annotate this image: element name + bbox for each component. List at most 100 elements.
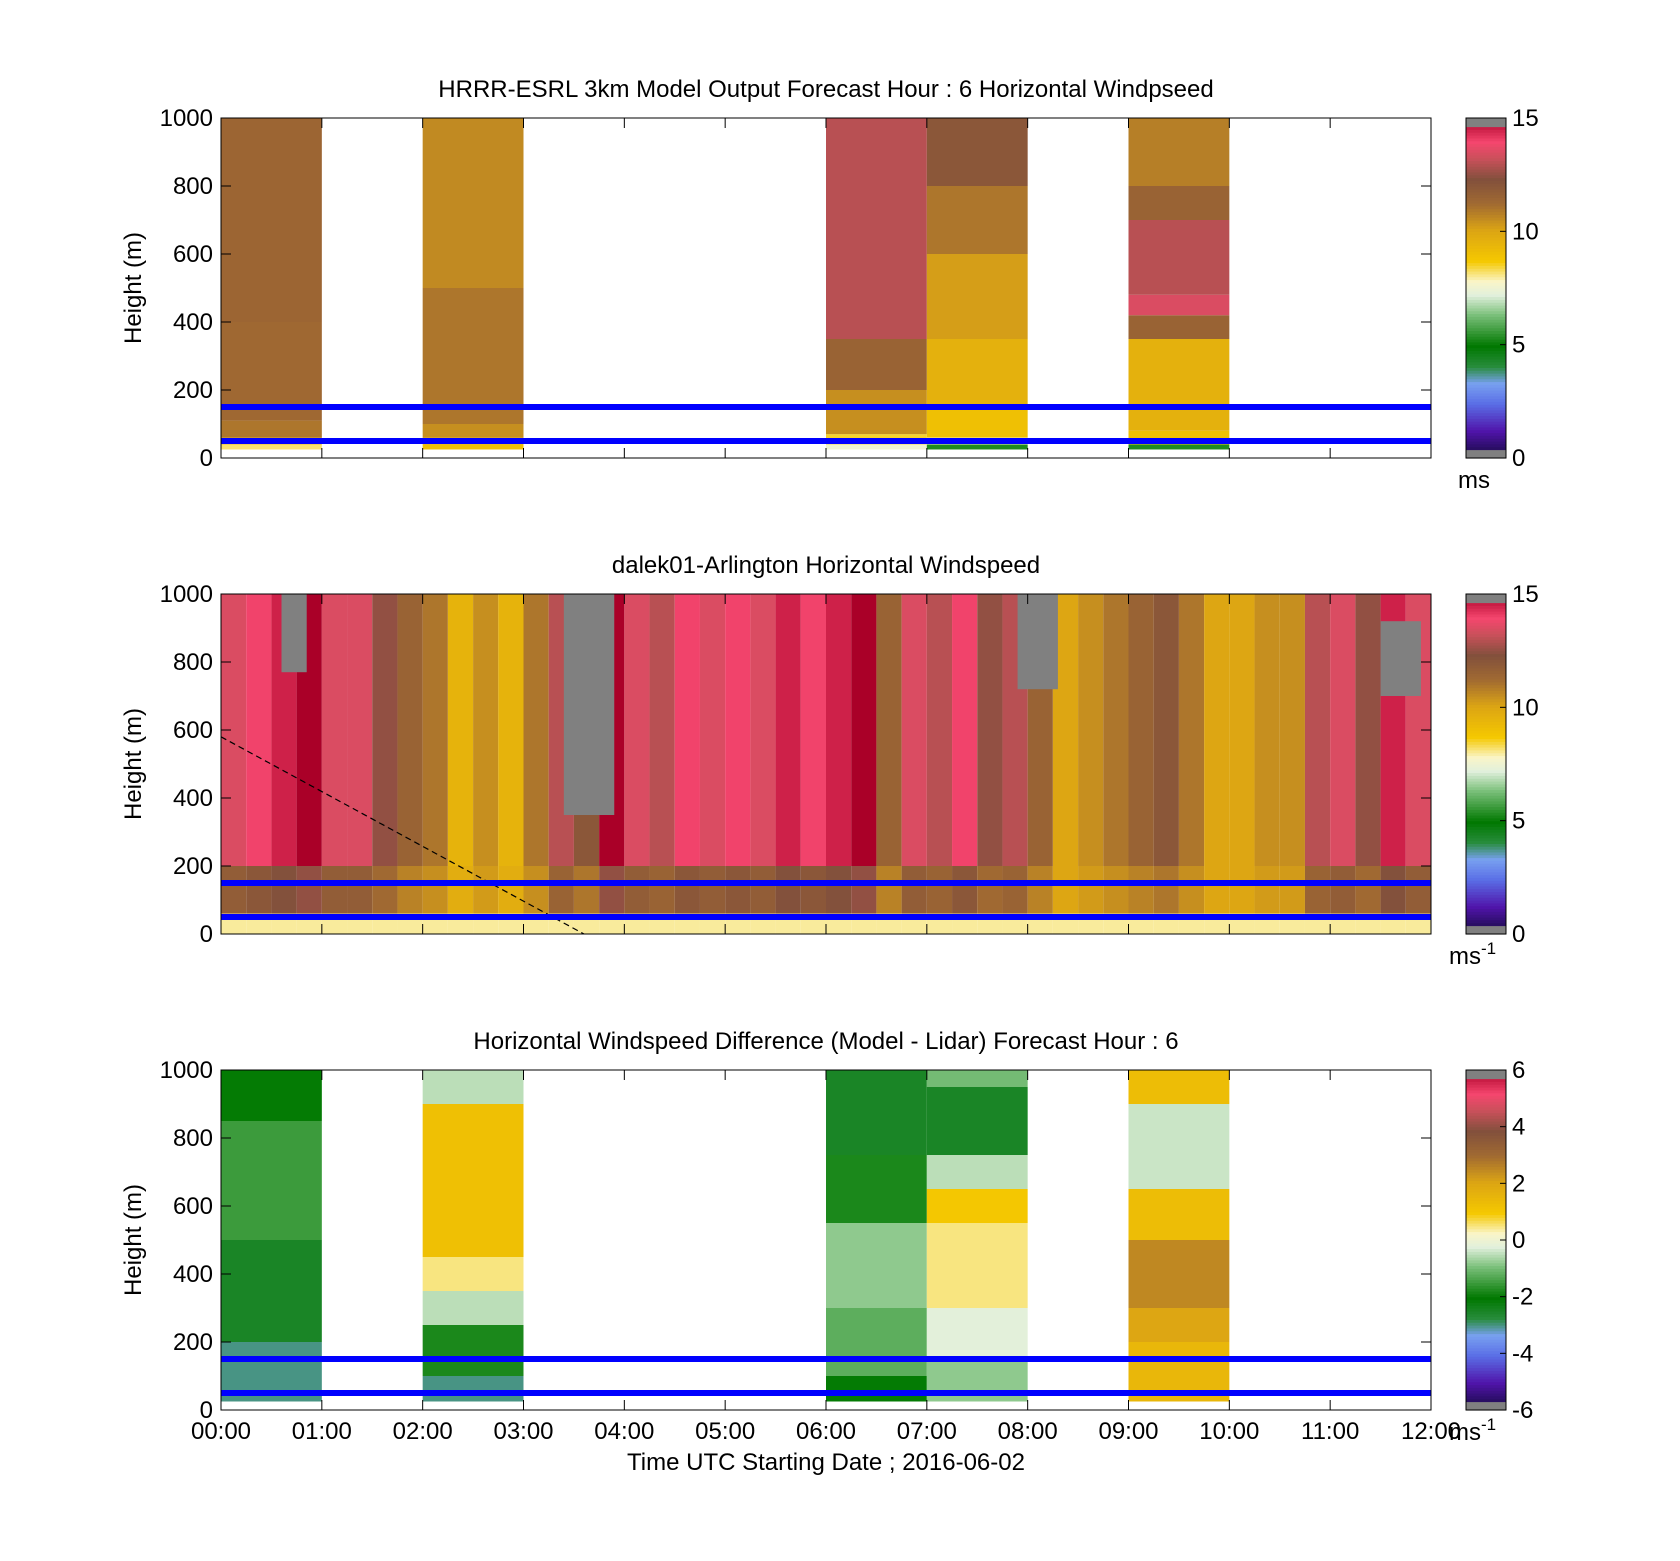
heatmap-cell bbox=[221, 1070, 322, 1121]
heatmap-cell bbox=[1128, 220, 1230, 295]
heatmap-cell bbox=[473, 594, 499, 866]
colorbar-swatch bbox=[1466, 775, 1506, 779]
colorbar-swatch bbox=[1466, 288, 1506, 292]
colorbar-swatch bbox=[1466, 1299, 1506, 1303]
colorbar-swatch bbox=[1466, 633, 1506, 638]
colorbar-swatch bbox=[1466, 1089, 1506, 1094]
heatmap-cell bbox=[599, 866, 625, 914]
colorbar-swatch bbox=[1466, 191, 1506, 196]
colorbar-swatch bbox=[1466, 792, 1506, 796]
heatmap-cell bbox=[775, 866, 801, 914]
x-tick-label: 03:00 bbox=[493, 1418, 553, 1445]
colorbar-swatch bbox=[1466, 1132, 1506, 1136]
heatmap-cell bbox=[1128, 1070, 1230, 1104]
heatmap-cell bbox=[826, 444, 927, 450]
colorbar-swatch bbox=[1466, 781, 1506, 785]
colorbar-tick-label: -6 bbox=[1512, 1397, 1533, 1424]
heatmap-cell bbox=[725, 866, 751, 914]
colorbar-swatch bbox=[1466, 1401, 1506, 1405]
missing-data-region bbox=[1380, 621, 1421, 696]
colorbar-swatch bbox=[1466, 840, 1506, 844]
colorbar-swatch bbox=[1466, 1092, 1506, 1097]
colorbar-swatch bbox=[1466, 381, 1506, 385]
heatmap-cell bbox=[1405, 866, 1431, 914]
heatmap-cell bbox=[826, 866, 852, 914]
heatmap-cell bbox=[473, 866, 499, 914]
colorbar-swatch bbox=[1466, 152, 1506, 156]
colorbar-swatch bbox=[1466, 398, 1506, 402]
colorbar-swatch bbox=[1466, 378, 1506, 383]
colorbar-swatch bbox=[1466, 1106, 1506, 1111]
heatmap-cell bbox=[725, 594, 751, 866]
heatmap-cell bbox=[699, 866, 726, 914]
y-tick-label: 600 bbox=[173, 717, 213, 744]
colorbar-swatch bbox=[1466, 715, 1506, 720]
colorbar-swatch bbox=[1466, 764, 1506, 768]
colorbar-swatch bbox=[1466, 188, 1506, 193]
colorbar-swatch bbox=[1466, 1242, 1506, 1247]
heatmap-cell bbox=[876, 594, 902, 866]
colorbar-swatch bbox=[1466, 1327, 1506, 1332]
heatmap-cell bbox=[926, 1087, 1028, 1155]
heatmap-cell bbox=[926, 339, 1028, 407]
colorbar-swatch bbox=[1466, 443, 1506, 448]
heatmap-cell bbox=[926, 444, 1028, 450]
colorbar-swatch bbox=[1466, 1350, 1506, 1354]
colorbar-unit-exponent: -1 bbox=[1481, 939, 1496, 958]
colorbar-swatch bbox=[1466, 285, 1506, 289]
colorbar-swatch bbox=[1466, 1075, 1506, 1080]
colorbar-swatch bbox=[1466, 1072, 1506, 1077]
colorbar-swatch bbox=[1466, 1231, 1506, 1235]
colorbar-swatch bbox=[1466, 863, 1506, 867]
colorbar: 0 5 10 15 ms bbox=[1458, 105, 1539, 494]
colorbar-swatch bbox=[1466, 1387, 1506, 1391]
colorbar-swatch bbox=[1466, 608, 1506, 612]
colorbar-swatch bbox=[1466, 1129, 1506, 1133]
colorbar-swatch bbox=[1466, 1245, 1506, 1250]
panel-2: dalek01-Arlington Horizontal Windspeed 0 2… bbox=[120, 552, 1539, 970]
y-tick-label: 400 bbox=[173, 785, 213, 812]
colorbar-swatch bbox=[1466, 1081, 1506, 1085]
colorbar-swatch bbox=[1466, 919, 1506, 924]
y-tick-label: 0 bbox=[200, 921, 213, 948]
colorbar-swatch bbox=[1466, 1155, 1506, 1159]
heatmap-cell bbox=[1128, 186, 1230, 220]
heatmap-cell bbox=[624, 594, 650, 866]
colorbar-swatch bbox=[1466, 407, 1506, 411]
colorbar-swatch bbox=[1466, 231, 1506, 235]
colorbar-swatch bbox=[1466, 1186, 1506, 1190]
heatmap-cell bbox=[422, 444, 524, 450]
heatmap-cell bbox=[372, 594, 398, 866]
panel-1: HRRR-ESRL 3km Model Output Forecast Hour… bbox=[120, 76, 1539, 494]
colorbar-swatch bbox=[1466, 390, 1506, 394]
x-tick-label: 11:00 bbox=[1301, 1418, 1359, 1445]
heatmap-cell bbox=[422, 1104, 524, 1257]
colorbar-swatch bbox=[1466, 744, 1506, 748]
colorbar-tick-label: 0 bbox=[1512, 921, 1525, 948]
colorbar-swatch bbox=[1466, 1206, 1506, 1210]
heatmap-cell bbox=[1153, 866, 1179, 914]
heatmap-cell bbox=[1304, 594, 1331, 866]
heatmap-cell bbox=[977, 866, 1003, 914]
colorbar-swatch bbox=[1466, 755, 1506, 759]
colorbar-swatch bbox=[1466, 1135, 1506, 1139]
colorbar-swatch bbox=[1466, 1084, 1506, 1088]
colorbar-swatch bbox=[1466, 242, 1506, 247]
colorbar-swatch bbox=[1466, 738, 1506, 742]
heatmap-cell bbox=[397, 594, 423, 866]
colorbar-swatch bbox=[1466, 310, 1506, 315]
colorbar-swatch bbox=[1466, 401, 1506, 405]
y-axis-label: Height (m) bbox=[120, 1184, 147, 1296]
colorbar-swatch bbox=[1466, 928, 1506, 932]
heatmap-cell bbox=[1128, 1189, 1230, 1240]
colorbar-swatch bbox=[1466, 1336, 1506, 1340]
colorbar-swatch bbox=[1466, 605, 1506, 609]
heatmap-cell bbox=[1204, 594, 1230, 866]
colorbar-swatch bbox=[1466, 1248, 1506, 1252]
colorbar-frame bbox=[1465, 593, 1507, 935]
colorbar-swatch bbox=[1466, 364, 1506, 368]
heatmap-cell bbox=[876, 866, 902, 914]
colorbar-swatch bbox=[1466, 868, 1506, 873]
colorbar-swatch bbox=[1466, 146, 1506, 150]
